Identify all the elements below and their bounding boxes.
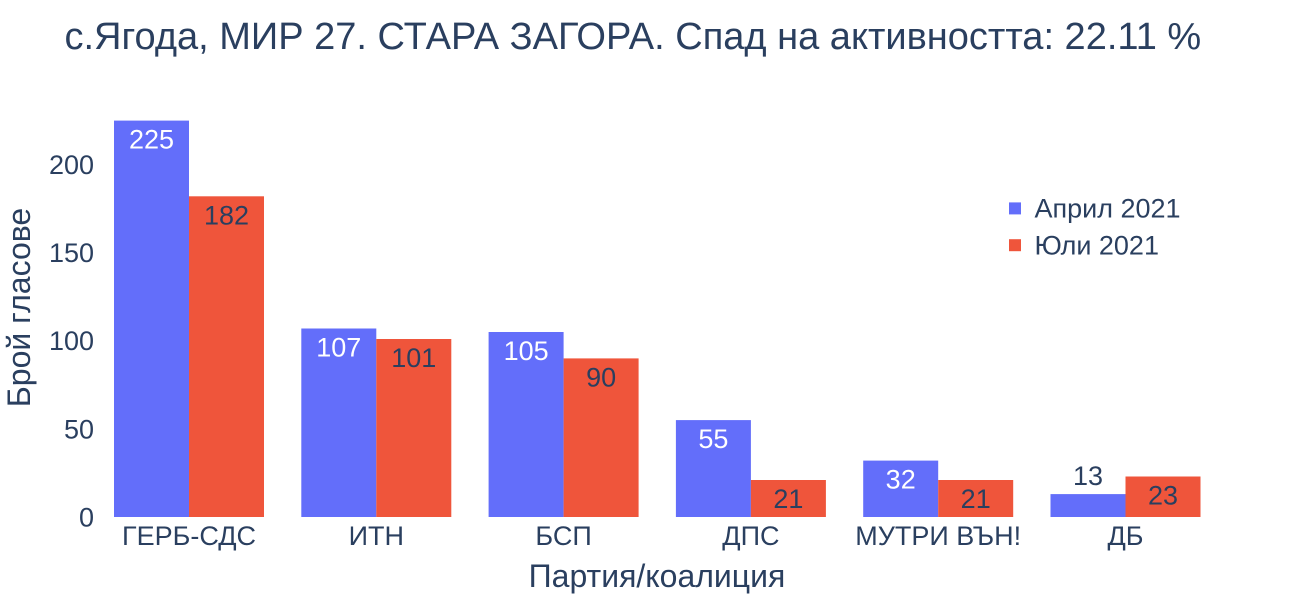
svg-text:101: 101 bbox=[391, 343, 436, 373]
svg-text:105: 105 bbox=[504, 336, 549, 366]
svg-text:13: 13 bbox=[1073, 461, 1103, 491]
svg-text:Април 2021: Април 2021 bbox=[1035, 193, 1181, 223]
svg-text:21: 21 bbox=[961, 484, 991, 514]
svg-text:150: 150 bbox=[49, 238, 94, 268]
svg-text:107: 107 bbox=[316, 333, 361, 363]
svg-text:Партия/коалиция: Партия/коалиция bbox=[529, 558, 786, 594]
svg-text:Юли 2021: Юли 2021 bbox=[1035, 230, 1159, 260]
svg-text:225: 225 bbox=[129, 125, 174, 155]
svg-text:23: 23 bbox=[1148, 481, 1178, 511]
svg-text:21: 21 bbox=[773, 484, 803, 514]
svg-text:200: 200 bbox=[49, 150, 94, 180]
svg-text:Брой гласове: Брой гласове bbox=[1, 208, 37, 407]
svg-text:ГЕРБ-СДС: ГЕРБ-СДС bbox=[122, 521, 256, 551]
svg-text:55: 55 bbox=[698, 424, 728, 454]
svg-text:0: 0 bbox=[79, 502, 94, 532]
svg-text:182: 182 bbox=[204, 200, 249, 230]
svg-text:БСП: БСП bbox=[535, 521, 591, 551]
svg-text:50: 50 bbox=[64, 414, 94, 444]
svg-text:ДБ: ДБ bbox=[1107, 521, 1143, 551]
svg-text:90: 90 bbox=[586, 362, 616, 392]
svg-text:ИТН: ИТН bbox=[349, 521, 404, 551]
svg-text:МУТРИ ВЪН!: МУТРИ ВЪН! bbox=[855, 521, 1021, 551]
svg-text:ДПС: ДПС bbox=[722, 521, 779, 551]
svg-text:с.Ягода, МИР 27. СТАРА ЗАГОРА.: с.Ягода, МИР 27. СТАРА ЗАГОРА. Спад на а… bbox=[65, 16, 1202, 58]
svg-text:32: 32 bbox=[886, 465, 916, 495]
svg-text:100: 100 bbox=[49, 326, 94, 356]
